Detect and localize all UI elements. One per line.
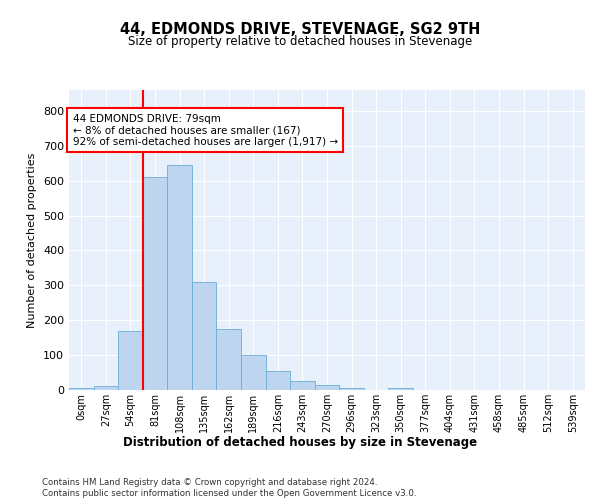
Bar — [339, 388, 364, 390]
Bar — [266, 371, 290, 390]
Text: Contains HM Land Registry data © Crown copyright and database right 2024.
Contai: Contains HM Land Registry data © Crown c… — [42, 478, 416, 498]
Bar — [217, 329, 241, 390]
Text: 44, EDMONDS DRIVE, STEVENAGE, SG2 9TH: 44, EDMONDS DRIVE, STEVENAGE, SG2 9TH — [120, 22, 480, 38]
Bar — [167, 165, 192, 390]
Bar — [388, 388, 413, 390]
Bar — [290, 382, 315, 390]
Bar — [69, 388, 94, 390]
Text: 44 EDMONDS DRIVE: 79sqm
← 8% of detached houses are smaller (167)
92% of semi-de: 44 EDMONDS DRIVE: 79sqm ← 8% of detached… — [73, 114, 338, 146]
Y-axis label: Number of detached properties: Number of detached properties — [28, 152, 37, 328]
Bar — [94, 386, 118, 390]
Bar — [241, 355, 266, 390]
Text: Size of property relative to detached houses in Stevenage: Size of property relative to detached ho… — [128, 35, 472, 48]
Text: Distribution of detached houses by size in Stevenage: Distribution of detached houses by size … — [123, 436, 477, 449]
Bar — [118, 330, 143, 390]
Bar — [315, 385, 339, 390]
Bar — [192, 282, 217, 390]
Bar — [143, 177, 167, 390]
